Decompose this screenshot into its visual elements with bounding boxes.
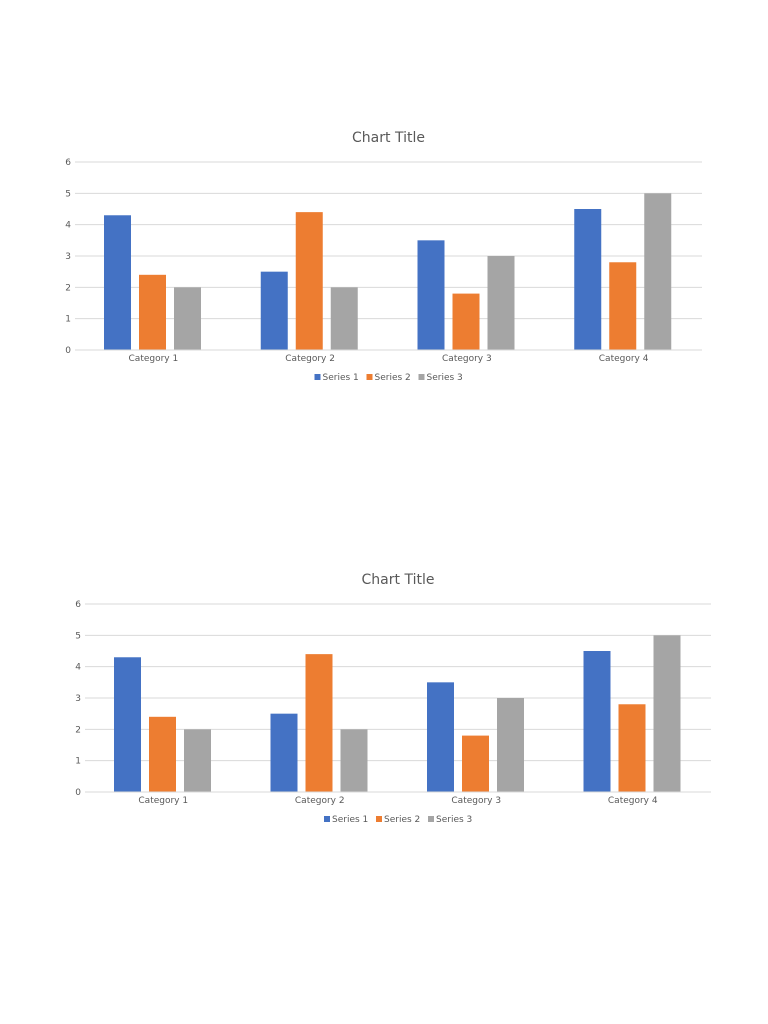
y-tick-label: 0: [65, 346, 71, 356]
y-tick-label: 3: [65, 252, 71, 262]
legend-label: Series 3: [427, 373, 463, 383]
bar-series-2: [149, 716, 176, 792]
legend-label: Series 2: [384, 815, 420, 825]
x-tick-label: Category 3: [451, 796, 501, 806]
y-tick-label: 3: [75, 694, 81, 704]
bar-series-2: [295, 212, 323, 350]
x-tick-label: Category 1: [129, 354, 179, 364]
bar-series-3: [174, 287, 201, 350]
legend-label: Series 3: [436, 815, 472, 825]
y-tick-label: 4: [65, 221, 71, 231]
bar-series-1: [427, 682, 454, 792]
chart-title: Chart Title: [362, 572, 435, 588]
legend-swatch: [366, 374, 373, 380]
bar-series-1: [583, 651, 611, 792]
y-tick-label: 0: [75, 788, 81, 798]
bar-series-2: [452, 293, 480, 350]
y-tick-label: 1: [75, 757, 81, 767]
bar-series-1: [270, 713, 298, 792]
x-tick-label: Category 3: [442, 354, 492, 364]
bar-series-2: [139, 274, 166, 350]
bar-series-2: [618, 704, 646, 792]
bar-series-3: [487, 256, 515, 350]
bar-series-3: [653, 635, 681, 792]
y-tick-label: 5: [75, 631, 81, 641]
x-tick-label: Category 1: [138, 796, 188, 806]
chart-2: Chart Title 0 1 2 3 4 5 6 Category 1 Category 2 Ca…: [75, 572, 711, 825]
bar-series-3: [184, 729, 211, 792]
x-tick-label: Category 4: [599, 354, 649, 364]
legend-swatch: [314, 374, 321, 380]
legend-swatch: [418, 374, 425, 380]
y-tick-label: 4: [75, 663, 81, 673]
bar-series-1: [417, 240, 445, 350]
bar-series-3: [340, 729, 368, 792]
bar-series-2: [305, 654, 333, 792]
bar-series-2: [609, 262, 637, 350]
y-tick-label: 6: [75, 600, 81, 610]
y-tick-label: 2: [75, 725, 81, 735]
bar-series-1: [114, 657, 141, 792]
y-tick-label: 6: [65, 158, 71, 168]
chart-1: Chart Title 0 1 2 3 4 5 6 Category 1 Category 2 Ca…: [65, 130, 702, 383]
legend-label: Series 1: [332, 815, 368, 825]
x-tick-label: Category 2: [285, 354, 335, 364]
bar-series-1: [104, 215, 131, 350]
legend-swatch: [428, 816, 434, 822]
legend-label: Series 1: [323, 373, 359, 383]
bar-series-1: [260, 271, 288, 350]
legend-swatch: [324, 816, 330, 822]
bar-series-2: [462, 735, 489, 792]
y-tick-label: 5: [65, 189, 71, 199]
bar-series-1: [574, 209, 602, 350]
bar-series-3: [330, 287, 358, 350]
bar-series-3: [644, 193, 672, 350]
legend-label: Series 2: [375, 373, 411, 383]
chart-title: Chart Title: [352, 130, 425, 146]
legend-swatch: [376, 816, 382, 822]
x-tick-label: Category 2: [295, 796, 345, 806]
y-tick-label: 2: [65, 283, 71, 293]
bar-series-3: [497, 698, 524, 792]
x-tick-label: Category 4: [608, 796, 658, 806]
y-tick-label: 1: [65, 315, 71, 325]
